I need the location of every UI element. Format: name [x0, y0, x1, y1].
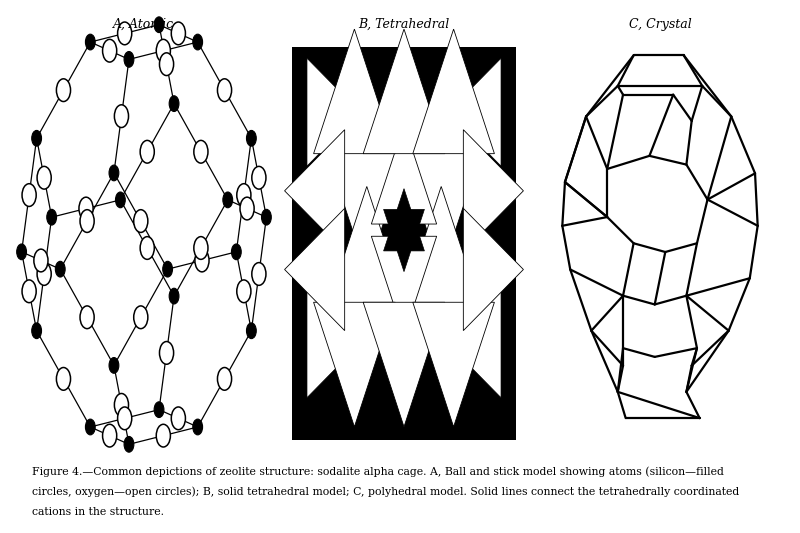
- Polygon shape: [448, 58, 501, 166]
- Circle shape: [134, 306, 148, 329]
- Circle shape: [169, 96, 179, 111]
- Text: circles, oxygen—open circles); B, solid tetrahedral model; C, polyhedral model. : circles, oxygen—open circles); B, solid …: [32, 487, 739, 497]
- Circle shape: [124, 437, 134, 452]
- Circle shape: [193, 34, 202, 50]
- Circle shape: [109, 165, 119, 181]
- Polygon shape: [413, 302, 494, 427]
- Circle shape: [218, 368, 231, 390]
- Text: C, Crystal: C, Crystal: [629, 18, 691, 31]
- Circle shape: [195, 249, 209, 272]
- Circle shape: [140, 237, 154, 260]
- Circle shape: [134, 209, 148, 232]
- Circle shape: [118, 407, 132, 430]
- Circle shape: [22, 280, 36, 303]
- Circle shape: [79, 197, 93, 220]
- Circle shape: [193, 419, 202, 435]
- Polygon shape: [307, 58, 360, 166]
- Circle shape: [237, 280, 251, 303]
- Circle shape: [115, 192, 126, 208]
- Circle shape: [86, 34, 95, 50]
- Circle shape: [34, 249, 48, 272]
- Circle shape: [118, 22, 132, 45]
- Polygon shape: [400, 149, 482, 274]
- Polygon shape: [383, 189, 425, 251]
- Circle shape: [237, 184, 251, 206]
- Circle shape: [218, 79, 231, 101]
- Circle shape: [240, 197, 254, 220]
- Circle shape: [22, 184, 36, 206]
- Circle shape: [156, 424, 170, 447]
- Polygon shape: [371, 236, 437, 336]
- Text: Figure 4.—Common depictions of zeolite structure: sodalite alpha cage. A, Ball a: Figure 4.—Common depictions of zeolite s…: [32, 466, 724, 477]
- Circle shape: [171, 22, 186, 45]
- Circle shape: [80, 306, 94, 329]
- Polygon shape: [400, 187, 482, 311]
- Polygon shape: [307, 290, 360, 398]
- Circle shape: [140, 140, 154, 163]
- Circle shape: [37, 263, 51, 285]
- Circle shape: [162, 261, 173, 277]
- Circle shape: [55, 261, 65, 277]
- Circle shape: [252, 263, 266, 285]
- Circle shape: [223, 192, 233, 208]
- Circle shape: [124, 52, 134, 67]
- Circle shape: [262, 209, 271, 225]
- Polygon shape: [383, 209, 425, 272]
- Circle shape: [102, 39, 117, 62]
- Polygon shape: [371, 124, 437, 224]
- Circle shape: [246, 323, 256, 338]
- Circle shape: [114, 393, 129, 416]
- Polygon shape: [448, 290, 501, 398]
- Circle shape: [159, 53, 174, 76]
- Circle shape: [32, 131, 42, 146]
- Circle shape: [171, 407, 186, 430]
- Circle shape: [109, 358, 119, 373]
- Circle shape: [57, 79, 70, 101]
- Circle shape: [86, 419, 95, 435]
- Circle shape: [169, 288, 179, 304]
- Circle shape: [57, 368, 70, 390]
- Circle shape: [32, 323, 42, 338]
- Circle shape: [80, 209, 94, 232]
- Polygon shape: [326, 187, 408, 311]
- Polygon shape: [285, 208, 345, 330]
- Polygon shape: [363, 29, 445, 154]
- Circle shape: [159, 342, 174, 364]
- Text: B, Tetrahedral: B, Tetrahedral: [358, 18, 450, 31]
- Circle shape: [194, 237, 208, 260]
- Circle shape: [231, 244, 242, 260]
- Circle shape: [156, 39, 170, 62]
- Circle shape: [114, 105, 129, 127]
- Polygon shape: [413, 29, 494, 154]
- Polygon shape: [463, 208, 523, 330]
- Circle shape: [102, 424, 117, 447]
- Text: A, Atomic: A, Atomic: [114, 18, 174, 31]
- Circle shape: [37, 166, 51, 189]
- Circle shape: [154, 402, 164, 417]
- Polygon shape: [363, 302, 445, 427]
- Polygon shape: [326, 149, 408, 274]
- Polygon shape: [314, 29, 395, 154]
- Polygon shape: [314, 302, 395, 427]
- Circle shape: [246, 131, 256, 146]
- Text: cations in the structure.: cations in the structure.: [32, 507, 164, 517]
- Polygon shape: [463, 130, 523, 252]
- Circle shape: [46, 209, 57, 225]
- Circle shape: [154, 17, 164, 33]
- Polygon shape: [285, 130, 345, 252]
- Circle shape: [194, 140, 208, 163]
- Circle shape: [17, 244, 26, 260]
- Circle shape: [252, 166, 266, 189]
